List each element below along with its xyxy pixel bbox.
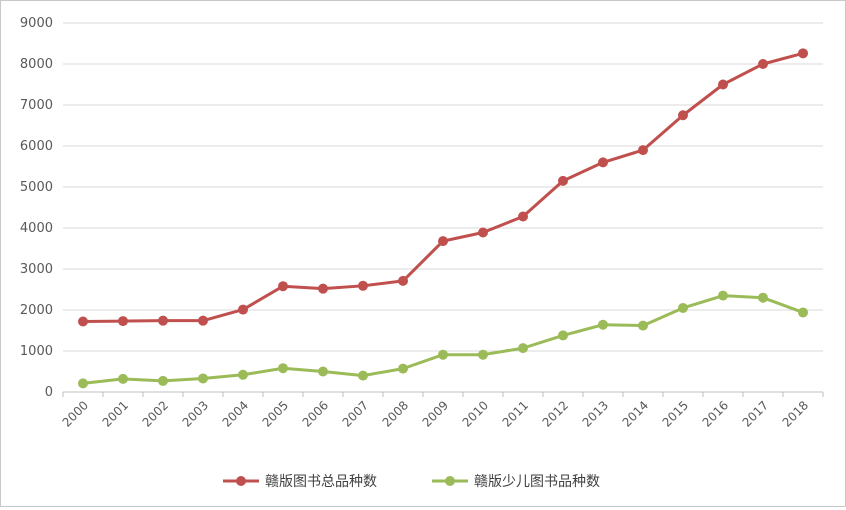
data-point [438, 236, 448, 247]
x-tick-label: 2007 [340, 398, 371, 429]
data-point [158, 375, 168, 386]
series-line [81, 294, 805, 385]
data-point [278, 363, 288, 374]
data-point [758, 59, 768, 69]
x-tick-label: 2000 [60, 398, 91, 429]
data-point [678, 302, 688, 313]
data-point [78, 316, 88, 327]
data-point [318, 366, 328, 377]
legend-label: 赣版图书总品种数 [265, 474, 377, 490]
x-tick-label: 2001 [100, 398, 131, 429]
data-point [678, 110, 688, 121]
x-tick-label: 2016 [700, 398, 731, 429]
data-point [318, 283, 328, 294]
data-point [118, 373, 128, 384]
data-point [118, 316, 128, 327]
y-axis-ticks: 0 1000 2000 3000 4000 5000 6000 7000 8000 9000 [20, 16, 53, 400]
data-point [758, 292, 768, 303]
y-tick-label: 1000 [20, 344, 53, 359]
gridlines [63, 22, 823, 352]
legend-item: 赣版图书总品种数 [223, 474, 377, 490]
x-tick-label: 2005 [260, 398, 291, 429]
data-point [478, 227, 488, 238]
x-tick-label: 2011 [500, 398, 531, 429]
data-point [598, 319, 608, 330]
x-tick-label: 2014 [620, 398, 651, 429]
data-point [798, 307, 808, 318]
y-tick-label: 9000 [20, 16, 53, 31]
y-tick-label: 4000 [20, 221, 53, 236]
y-tick-label: 7000 [20, 98, 53, 113]
y-tick-label: 2000 [20, 303, 53, 318]
data-point [518, 211, 528, 222]
data-point [198, 315, 208, 326]
x-tick-label: 2017 [740, 398, 771, 429]
x-tick-label: 2004 [220, 398, 251, 429]
data-point [238, 369, 248, 380]
x-tick-label: 2006 [300, 398, 331, 429]
y-tick-label: 5000 [20, 180, 53, 195]
data-point [518, 343, 528, 354]
data-point [358, 280, 368, 291]
x-tick-label: 2012 [540, 398, 571, 429]
x-tick-label: 2015 [660, 398, 691, 429]
series-group [78, 48, 808, 389]
x-tick-label: 2003 [180, 398, 211, 429]
data-point [398, 363, 408, 374]
data-point [598, 157, 608, 168]
legend: 赣版图书总品种数 赣版少儿图书品种数 [223, 474, 600, 490]
legend-swatch-marker [236, 476, 246, 486]
data-point [718, 290, 728, 301]
data-point [718, 79, 728, 90]
y-tick-label: 8000 [20, 57, 53, 72]
x-tick-label: 2002 [140, 398, 171, 429]
x-tick-label: 2018 [780, 398, 811, 429]
data-point [358, 370, 368, 381]
x-tick-label: 2010 [460, 398, 491, 429]
y-tick-label: 0 [45, 385, 53, 400]
data-point [558, 175, 568, 186]
x-tick-label: 2013 [580, 398, 611, 429]
series-1 [78, 48, 808, 327]
data-point [158, 315, 168, 326]
data-point [478, 349, 488, 360]
legend-item: 赣版少儿图书品种数 [432, 474, 600, 490]
series-2 [78, 290, 808, 389]
data-point [638, 145, 648, 156]
data-point [198, 373, 208, 384]
legend-swatch-marker [445, 476, 455, 486]
data-point [78, 378, 88, 389]
y-tick-label: 3000 [20, 262, 53, 277]
y-tick-label: 6000 [20, 139, 53, 154]
data-point [798, 48, 808, 59]
legend-label: 赣版少儿图书品种数 [474, 474, 600, 490]
x-axis [62, 391, 824, 397]
data-point [398, 275, 408, 286]
data-point [238, 304, 248, 315]
data-point [278, 281, 288, 292]
x-tick-label: 2008 [380, 398, 411, 429]
data-point [638, 320, 648, 331]
x-tick-label: 2009 [420, 398, 451, 429]
x-axis-ticks: 2000 2001 2002 2003 2004 2005 2006 2007 2008 2009… [60, 398, 811, 429]
data-point [438, 349, 448, 360]
data-point [558, 330, 568, 341]
